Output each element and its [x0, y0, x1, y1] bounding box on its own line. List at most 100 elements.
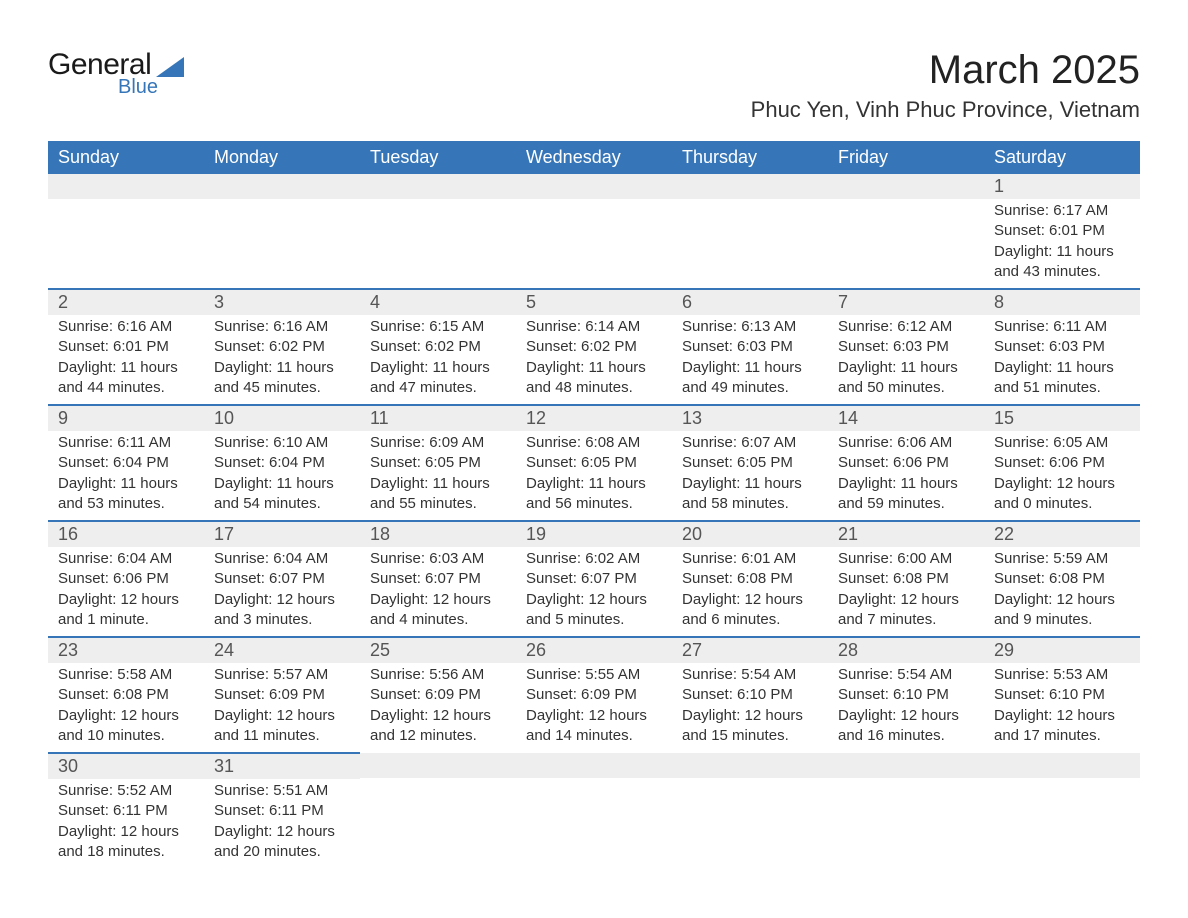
calendar-cell: 3Sunrise: 6:16 AMSunset: 6:02 PMDaylight… [204, 289, 360, 405]
calendar-cell: 5Sunrise: 6:14 AMSunset: 6:02 PMDaylight… [516, 289, 672, 405]
day-details [672, 778, 828, 858]
day-details: Sunrise: 6:11 AMSunset: 6:04 PMDaylight:… [48, 431, 204, 520]
day-number: 12 [516, 406, 672, 431]
day-number [828, 753, 984, 778]
day-details: Sunrise: 5:58 AMSunset: 6:08 PMDaylight:… [48, 663, 204, 752]
calendar-cell: 21Sunrise: 6:00 AMSunset: 6:08 PMDayligh… [828, 521, 984, 637]
day-number [516, 174, 672, 199]
calendar-row: 1Sunrise: 6:17 AMSunset: 6:01 PMDaylight… [48, 174, 1140, 289]
day-number [48, 174, 204, 199]
day-number: 21 [828, 522, 984, 547]
day-details: Sunrise: 5:56 AMSunset: 6:09 PMDaylight:… [360, 663, 516, 752]
day-number: 18 [360, 522, 516, 547]
calendar-cell: 7Sunrise: 6:12 AMSunset: 6:03 PMDaylight… [828, 289, 984, 405]
calendar-row: 30Sunrise: 5:52 AMSunset: 6:11 PMDayligh… [48, 753, 1140, 868]
day-details: Sunrise: 5:52 AMSunset: 6:11 PMDaylight:… [48, 779, 204, 868]
calendar-cell: 8Sunrise: 6:11 AMSunset: 6:03 PMDaylight… [984, 289, 1140, 405]
calendar-cell [672, 174, 828, 289]
day-details [360, 778, 516, 858]
day-number: 8 [984, 290, 1140, 315]
day-details: Sunrise: 6:00 AMSunset: 6:08 PMDaylight:… [828, 547, 984, 636]
day-number: 13 [672, 406, 828, 431]
day-number: 6 [672, 290, 828, 315]
day-details: Sunrise: 6:11 AMSunset: 6:03 PMDaylight:… [984, 315, 1140, 404]
calendar-cell: 26Sunrise: 5:55 AMSunset: 6:09 PMDayligh… [516, 637, 672, 753]
day-details: Sunrise: 6:14 AMSunset: 6:02 PMDaylight:… [516, 315, 672, 404]
calendar-cell: 17Sunrise: 6:04 AMSunset: 6:07 PMDayligh… [204, 521, 360, 637]
day-number: 10 [204, 406, 360, 431]
day-details: Sunrise: 6:04 AMSunset: 6:06 PMDaylight:… [48, 547, 204, 636]
day-details: Sunrise: 6:08 AMSunset: 6:05 PMDaylight:… [516, 431, 672, 520]
calendar-cell [204, 174, 360, 289]
day-number [672, 174, 828, 199]
day-details: Sunrise: 6:17 AMSunset: 6:01 PMDaylight:… [984, 199, 1140, 288]
day-number [984, 753, 1140, 778]
day-details: Sunrise: 5:57 AMSunset: 6:09 PMDaylight:… [204, 663, 360, 752]
day-number: 17 [204, 522, 360, 547]
weekday-row: SundayMondayTuesdayWednesdayThursdayFrid… [48, 141, 1140, 174]
day-number: 24 [204, 638, 360, 663]
day-number: 29 [984, 638, 1140, 663]
logo-triangle-icon [156, 57, 184, 82]
page-title: March 2025 [751, 48, 1140, 93]
day-details: Sunrise: 6:04 AMSunset: 6:07 PMDaylight:… [204, 547, 360, 636]
calendar-cell: 24Sunrise: 5:57 AMSunset: 6:09 PMDayligh… [204, 637, 360, 753]
day-number: 25 [360, 638, 516, 663]
calendar-cell [48, 174, 204, 289]
day-number [360, 174, 516, 199]
calendar-cell [672, 753, 828, 868]
calendar-body: 1Sunrise: 6:17 AMSunset: 6:01 PMDaylight… [48, 174, 1140, 868]
day-details [984, 778, 1140, 858]
calendar-cell: 16Sunrise: 6:04 AMSunset: 6:06 PMDayligh… [48, 521, 204, 637]
calendar-cell: 29Sunrise: 5:53 AMSunset: 6:10 PMDayligh… [984, 637, 1140, 753]
day-details: Sunrise: 6:06 AMSunset: 6:06 PMDaylight:… [828, 431, 984, 520]
calendar-cell: 12Sunrise: 6:08 AMSunset: 6:05 PMDayligh… [516, 405, 672, 521]
calendar-cell: 6Sunrise: 6:13 AMSunset: 6:03 PMDaylight… [672, 289, 828, 405]
day-number: 9 [48, 406, 204, 431]
calendar-cell: 15Sunrise: 6:05 AMSunset: 6:06 PMDayligh… [984, 405, 1140, 521]
day-number [672, 753, 828, 778]
day-details: Sunrise: 6:07 AMSunset: 6:05 PMDaylight:… [672, 431, 828, 520]
day-number: 20 [672, 522, 828, 547]
calendar-cell: 19Sunrise: 6:02 AMSunset: 6:07 PMDayligh… [516, 521, 672, 637]
title-block: March 2025 Phuc Yen, Vinh Phuc Province,… [751, 48, 1140, 123]
day-details: Sunrise: 6:13 AMSunset: 6:03 PMDaylight:… [672, 315, 828, 404]
day-details: Sunrise: 6:03 AMSunset: 6:07 PMDaylight:… [360, 547, 516, 636]
weekday-header: Sunday [48, 141, 204, 174]
day-number: 22 [984, 522, 1140, 547]
day-details: Sunrise: 5:55 AMSunset: 6:09 PMDaylight:… [516, 663, 672, 752]
day-number: 15 [984, 406, 1140, 431]
calendar-cell: 14Sunrise: 6:06 AMSunset: 6:06 PMDayligh… [828, 405, 984, 521]
day-details [516, 199, 672, 279]
day-number: 16 [48, 522, 204, 547]
calendar-cell: 28Sunrise: 5:54 AMSunset: 6:10 PMDayligh… [828, 637, 984, 753]
day-number: 30 [48, 754, 204, 779]
weekday-header: Monday [204, 141, 360, 174]
calendar-cell: 4Sunrise: 6:15 AMSunset: 6:02 PMDaylight… [360, 289, 516, 405]
day-details: Sunrise: 6:16 AMSunset: 6:02 PMDaylight:… [204, 315, 360, 404]
weekday-header: Friday [828, 141, 984, 174]
calendar-cell: 27Sunrise: 5:54 AMSunset: 6:10 PMDayligh… [672, 637, 828, 753]
day-details [672, 199, 828, 279]
day-details: Sunrise: 5:59 AMSunset: 6:08 PMDaylight:… [984, 547, 1140, 636]
day-details [828, 778, 984, 858]
day-number: 3 [204, 290, 360, 315]
day-details [360, 199, 516, 279]
weekday-header: Thursday [672, 141, 828, 174]
calendar-cell: 20Sunrise: 6:01 AMSunset: 6:08 PMDayligh… [672, 521, 828, 637]
calendar-cell: 25Sunrise: 5:56 AMSunset: 6:09 PMDayligh… [360, 637, 516, 753]
day-details: Sunrise: 6:10 AMSunset: 6:04 PMDaylight:… [204, 431, 360, 520]
day-number [516, 753, 672, 778]
day-details [204, 199, 360, 279]
day-details: Sunrise: 6:09 AMSunset: 6:05 PMDaylight:… [360, 431, 516, 520]
calendar-cell [516, 753, 672, 868]
day-number: 14 [828, 406, 984, 431]
day-details: Sunrise: 6:16 AMSunset: 6:01 PMDaylight:… [48, 315, 204, 404]
calendar-cell: 30Sunrise: 5:52 AMSunset: 6:11 PMDayligh… [48, 753, 204, 868]
day-details: Sunrise: 5:54 AMSunset: 6:10 PMDaylight:… [672, 663, 828, 752]
day-number: 7 [828, 290, 984, 315]
day-number: 31 [204, 754, 360, 779]
calendar-cell [984, 753, 1140, 868]
day-number: 23 [48, 638, 204, 663]
calendar-cell [516, 174, 672, 289]
